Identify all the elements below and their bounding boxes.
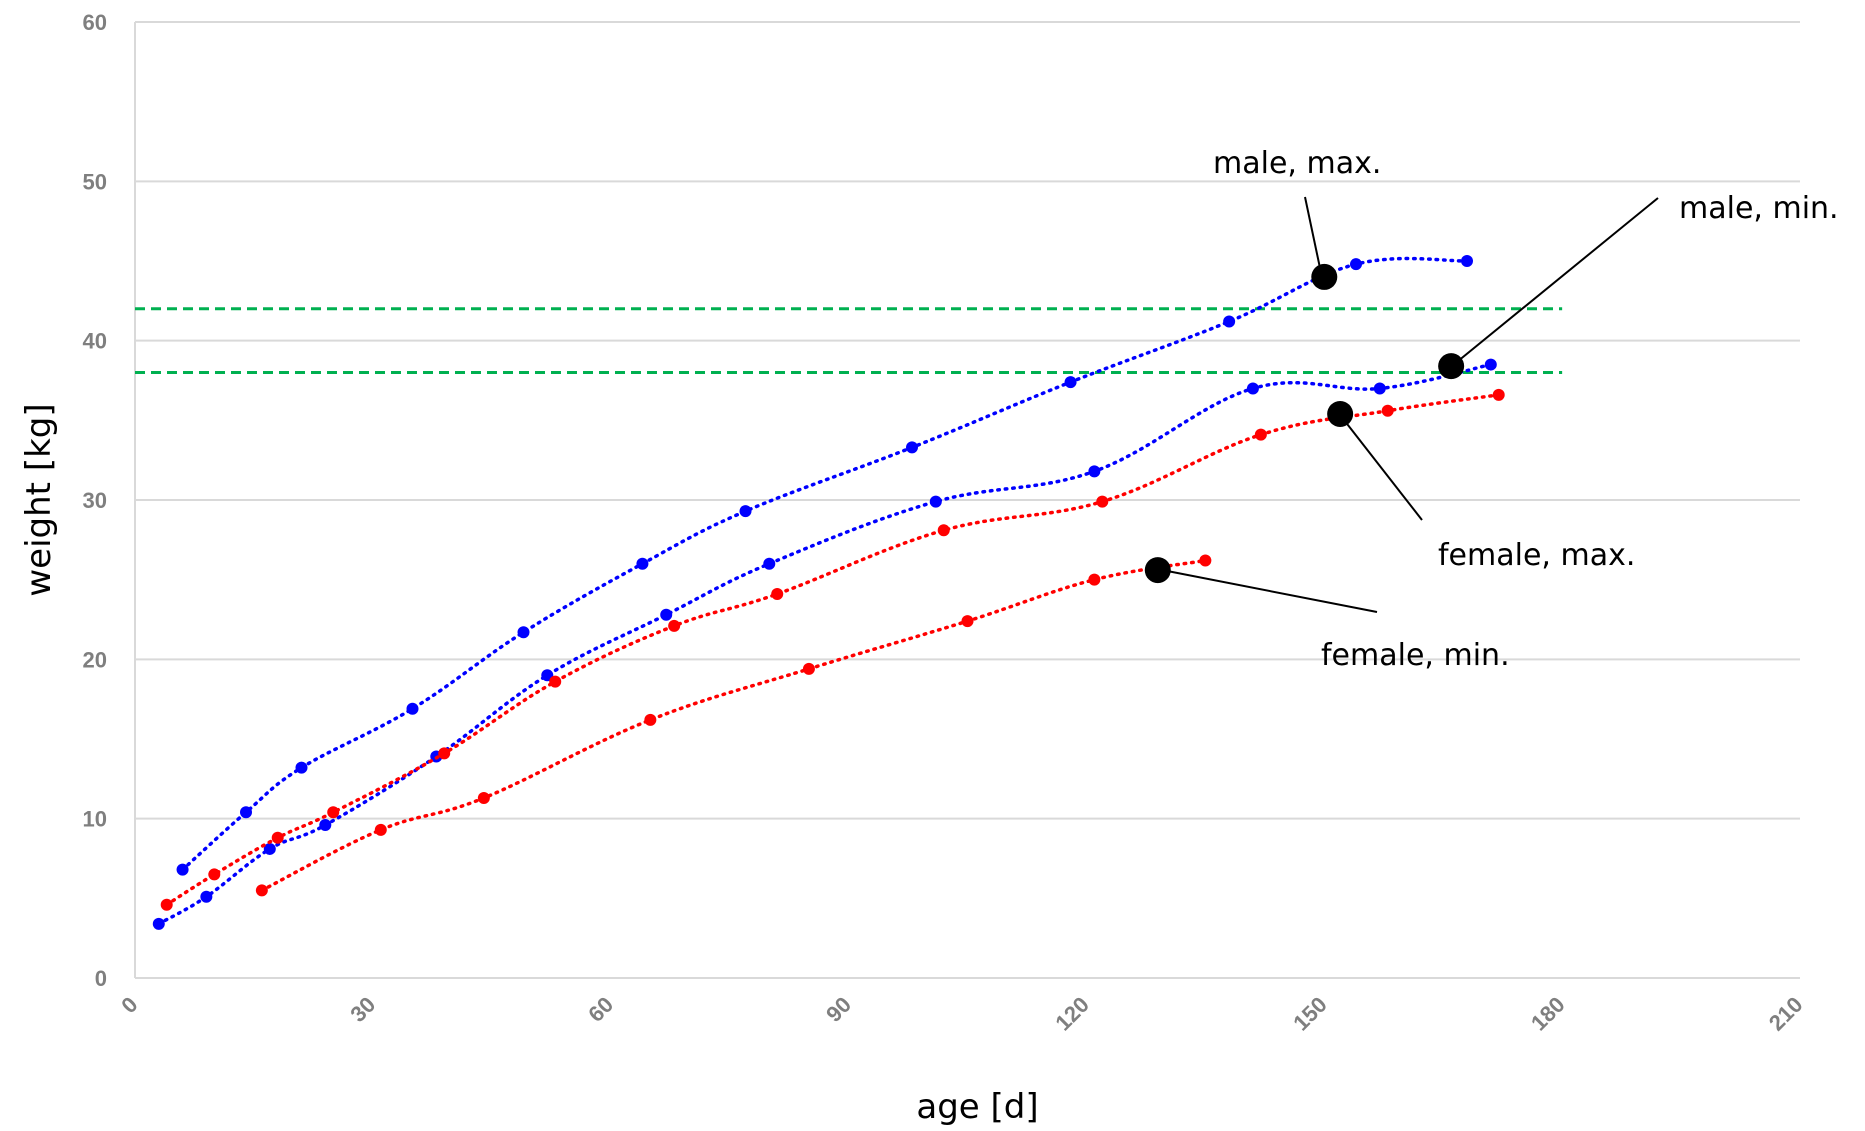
series-curve [260, 558, 1208, 893]
annotation-marker [1144, 557, 1171, 584]
data-point [906, 441, 918, 454]
data-point [771, 588, 784, 601]
data-point [438, 747, 451, 760]
annotation-label: female, max. [1438, 538, 1635, 573]
x-tick-label: 210 [1764, 992, 1808, 1036]
data-point [937, 524, 950, 537]
y-tick-label: 60 [83, 10, 107, 35]
x-tick-label: 0 [116, 992, 142, 1018]
x-tick-label: 150 [1288, 992, 1332, 1036]
data-point [929, 495, 942, 508]
annotation-leader-line [1156, 568, 1378, 613]
annotations: male, max. male, min. female, max. female, … [1144, 146, 1839, 673]
annotation: male, min. [1438, 191, 1839, 380]
annotation-marker [1327, 400, 1354, 427]
y-tick-labels: 0 10 20 30 40 50 60 [83, 10, 107, 991]
data-point [1492, 388, 1505, 401]
data-point [802, 662, 815, 675]
data-point [1088, 465, 1101, 478]
annotation: male, max. [1213, 146, 1381, 290]
y-tick-label: 10 [83, 807, 107, 832]
data-point [406, 702, 419, 715]
x-tick-label: 180 [1526, 992, 1570, 1036]
data-point [160, 898, 173, 911]
data-point [1064, 376, 1077, 389]
annotation-marker [1311, 263, 1338, 290]
data-point [668, 619, 681, 632]
series-curve [180, 256, 1469, 872]
data-point [319, 819, 332, 832]
y-tick-label: 40 [83, 329, 107, 354]
y-tick-label: 0 [95, 966, 107, 991]
data-point [208, 868, 221, 881]
data-point [240, 806, 252, 819]
data-point [1199, 554, 1212, 567]
data-point [660, 608, 673, 621]
data-point [549, 675, 562, 688]
data-point [636, 557, 649, 570]
x-tick-label: 60 [583, 992, 618, 1027]
data-point [961, 615, 974, 628]
x-axis-title: age [d] [916, 1087, 1038, 1127]
data-point [477, 791, 490, 804]
series-group [152, 255, 1505, 930]
data-point [1246, 382, 1259, 395]
data-point [1254, 428, 1267, 441]
data-point [271, 831, 284, 844]
reference-lines [135, 307, 1563, 375]
data-point [295, 761, 308, 774]
data-point [1373, 382, 1386, 395]
data-point [263, 842, 276, 855]
series-curve [157, 362, 1493, 926]
grid-lines [135, 21, 1800, 979]
data-point [1088, 573, 1101, 586]
annotation: female, min. [1144, 557, 1510, 673]
data-point [1223, 315, 1236, 328]
annotation-label: female, min. [1321, 638, 1510, 673]
annotation-leader-line [1451, 197, 1659, 367]
data-point [200, 890, 213, 903]
data-point [763, 557, 776, 570]
x-tick-labels: 0 30 60 90 120 150 180 210 [116, 992, 1807, 1036]
data-point [327, 806, 340, 819]
series-line [160, 388, 1505, 911]
data-point [152, 917, 165, 930]
annotation-leader-line [1304, 196, 1321, 269]
annotation-label: male, max. [1213, 146, 1381, 181]
series-line [176, 255, 1473, 876]
data-point [1461, 255, 1473, 267]
annotation-leader-line [1336, 410, 1423, 521]
annotation: female, max. [1327, 400, 1635, 573]
data-point [1381, 404, 1394, 417]
x-tick-label: 90 [821, 992, 856, 1027]
y-tick-label: 20 [83, 647, 107, 672]
data-point [1350, 258, 1362, 271]
series-curve [164, 393, 1501, 907]
data-point [517, 626, 530, 639]
x-tick-label: 30 [345, 992, 380, 1027]
data-point [1484, 358, 1497, 371]
data-point [374, 823, 387, 836]
annotation-marker [1438, 353, 1465, 380]
data-point [176, 863, 189, 876]
annotation-label: male, min. [1679, 191, 1839, 226]
data-point [1096, 495, 1109, 508]
series-line [255, 554, 1212, 897]
y-tick-label: 30 [83, 488, 107, 513]
y-tick-label: 50 [83, 169, 107, 194]
x-tick-label: 120 [1050, 992, 1094, 1036]
data-point [739, 505, 752, 518]
series-line [152, 358, 1497, 930]
y-axis-title: weight [kg] [19, 403, 59, 596]
data-point [644, 713, 657, 726]
data-point [255, 884, 268, 897]
